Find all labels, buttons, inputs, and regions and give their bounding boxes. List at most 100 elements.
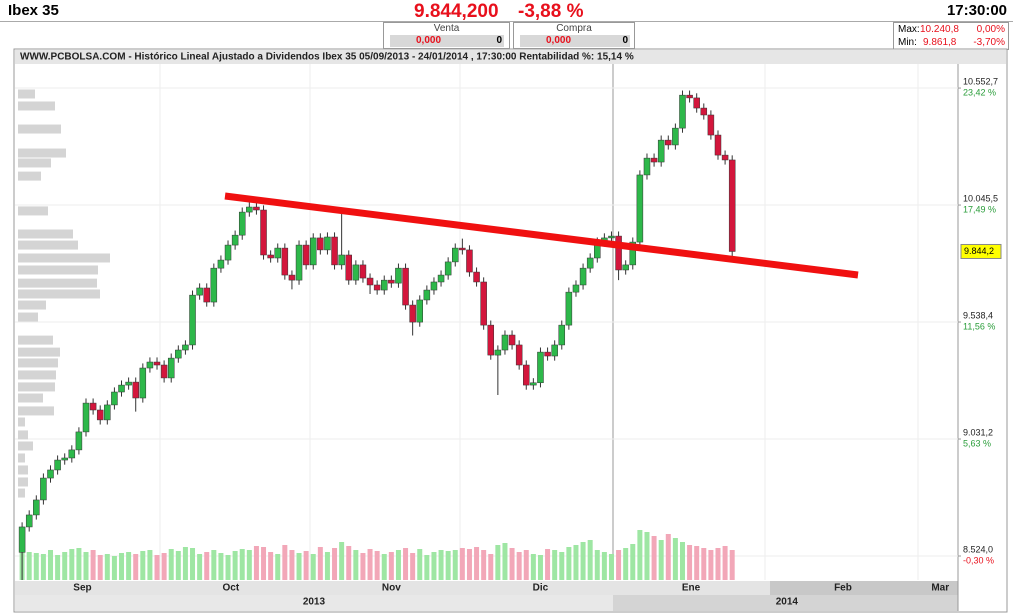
plot-layer: 10.552,723,42 % 10.045,517,49 % 9.538,411,… <box>15 76 1002 608</box>
candle-body <box>217 259 225 269</box>
candle-body <box>537 351 544 384</box>
volume-bar <box>104 554 110 580</box>
volume-bar <box>289 550 295 580</box>
volume-profile-bar <box>18 477 28 487</box>
candle-body <box>160 364 168 379</box>
volume-bar <box>715 548 721 580</box>
year-label: 2014 <box>776 597 799 608</box>
candle-body <box>608 235 615 239</box>
compra-qty: 0 <box>622 35 628 46</box>
candle-body <box>459 247 466 251</box>
volume-profile-bar <box>18 358 58 368</box>
volume-bar <box>431 552 437 580</box>
volume-bar <box>232 551 238 580</box>
trend-line <box>224 192 859 279</box>
candle-body <box>416 299 424 323</box>
candle-body <box>253 206 260 211</box>
candle-body <box>579 267 587 286</box>
volume-bar <box>197 554 203 580</box>
candle-body <box>423 289 431 301</box>
volume-profile-bar <box>18 430 28 440</box>
candle-body <box>47 469 54 479</box>
volume-profile-bar <box>18 335 53 345</box>
last-price-box <box>960 243 1002 259</box>
candle-body <box>388 279 395 284</box>
volume-bar <box>225 555 231 580</box>
candle-body <box>146 361 154 369</box>
candle-body <box>267 254 274 259</box>
candle-body <box>373 284 381 291</box>
candle-body <box>281 247 289 276</box>
candle-body <box>175 349 182 359</box>
min-label: Min: <box>898 37 917 48</box>
candle-body <box>523 364 530 386</box>
volume-bar <box>147 550 153 580</box>
volume-bar <box>516 552 522 580</box>
volume-profile-bar <box>18 206 48 216</box>
volume-bar <box>630 544 636 580</box>
volume-bar <box>324 552 330 580</box>
volume-bar <box>26 552 32 580</box>
y-tick-pct-label: 11,56 % <box>963 321 995 331</box>
volume-bar <box>530 554 536 580</box>
last-price: 9.844,200 <box>414 1 499 22</box>
candle-body <box>345 254 352 281</box>
compra-box: Compra 0,000 0 <box>513 22 635 49</box>
volume-bar <box>701 548 707 580</box>
candle-body <box>352 264 360 281</box>
volume-bar <box>296 553 302 580</box>
candle-body <box>665 139 672 146</box>
volume-profile-bar <box>18 229 73 239</box>
volume-bar <box>488 554 494 580</box>
volume-profile-bar <box>18 347 60 357</box>
volume-profile-bar <box>18 171 41 181</box>
candle-body <box>238 211 246 236</box>
volume-bar <box>182 547 188 580</box>
y-tick-pct-label: 5,63 % <box>963 438 991 448</box>
volume-bar <box>651 536 657 580</box>
volume-bar <box>353 550 359 580</box>
volume-bar <box>303 551 309 580</box>
candle-body <box>515 344 523 366</box>
candle-body <box>309 237 317 266</box>
candle-body <box>317 237 324 251</box>
candle-body <box>125 381 132 386</box>
candle-body <box>89 402 97 411</box>
volume-bar <box>623 548 629 580</box>
volume-bar <box>722 546 728 580</box>
volume-bar <box>140 551 146 580</box>
volume-bar <box>190 548 196 580</box>
volume-bar <box>474 547 480 580</box>
volume-bar <box>608 554 614 580</box>
candle-body <box>466 249 473 273</box>
candle-body <box>480 281 487 326</box>
candle-body <box>366 277 374 286</box>
volume-bar <box>168 549 174 580</box>
volume-bar <box>580 542 586 580</box>
x-tick-label: Ene <box>682 583 701 594</box>
y-tick-pct-label: 23,42 % <box>963 87 996 97</box>
compra-field: 0,000 0 <box>520 35 630 47</box>
volume-bar <box>97 555 103 580</box>
candle-body <box>473 271 480 283</box>
volume-bar <box>466 549 472 580</box>
volume-bar <box>33 553 39 580</box>
candle-body <box>153 361 161 366</box>
min-pct: -3,70% <box>973 37 1005 48</box>
volume-profile-bar <box>18 465 28 475</box>
volume-bar <box>90 550 96 580</box>
volume-bar <box>495 545 501 580</box>
year-band-2014 <box>613 595 958 611</box>
volume-bar <box>502 543 508 580</box>
candle-body <box>33 499 40 516</box>
candle-body <box>707 114 715 136</box>
volume-bar <box>76 548 82 580</box>
volume-bar <box>126 552 132 580</box>
candle-body <box>210 267 218 303</box>
volume-bar <box>637 530 643 580</box>
volume-bar <box>381 554 387 580</box>
volume-profile-bar <box>18 393 43 403</box>
volume-bar <box>410 553 416 580</box>
volume-bar <box>587 540 593 580</box>
candle-body <box>558 324 566 346</box>
